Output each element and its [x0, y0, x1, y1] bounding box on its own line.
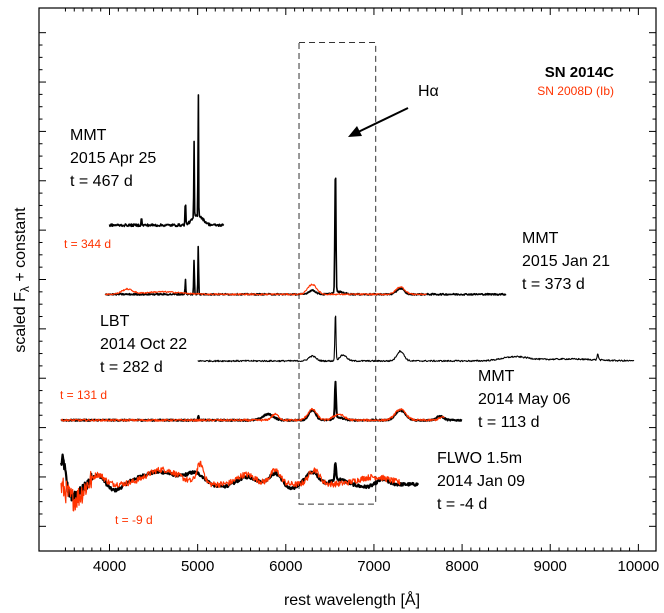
- halpha-highlight-box: [298, 42, 377, 505]
- y-axis-label-sub: λ: [18, 286, 32, 292]
- label-lbt-line3: t = 282 d: [100, 359, 163, 376]
- label-flwo-line3: t = -4 d: [437, 496, 487, 513]
- spectrum-line-3: [60, 407, 445, 422]
- x-tick-label: 9000: [534, 558, 567, 575]
- legend-sn2014c: SN 2014C: [545, 64, 614, 81]
- spectrum-line-4: [197, 315, 635, 363]
- label-flwo-line1: FLWO 1.5m: [437, 450, 522, 467]
- x-tick-label: 5000: [181, 558, 214, 575]
- spectrum-line-7: [108, 94, 225, 228]
- label-red-t131: t = 131 d: [60, 388, 107, 402]
- halpha-arrow-head: [348, 126, 362, 137]
- label-mmt-apr-line3: t = 467 d: [70, 173, 133, 190]
- x-tick-label: 7000: [357, 558, 390, 575]
- spectrum-line-5: [104, 177, 507, 296]
- x-tick-label: 4000: [93, 558, 126, 575]
- label-mmt-jan-line1: MMT: [522, 230, 559, 247]
- y-axis-label: scaled Fλ + constant: [12, 207, 32, 353]
- y-axis-label-main: scaled F: [12, 292, 29, 353]
- spectrum-line-6: [104, 283, 427, 296]
- halpha-arrow-line: [353, 107, 409, 135]
- label-mmt-jan-line2: 2015 Jan 21: [522, 253, 610, 270]
- spectra-series: [59, 94, 635, 512]
- label-red-t344: t = 344 d: [64, 237, 111, 251]
- x-tick-label: 6000: [269, 558, 302, 575]
- label-mmt-may-line2: 2014 May 06: [478, 391, 571, 408]
- label-mmt-may-line3: t = 113 d: [478, 414, 540, 431]
- label-mmt-may-line1: MMT: [478, 368, 515, 385]
- x-tick-label: 10000: [618, 558, 660, 575]
- axis-ticks: [39, 8, 656, 551]
- spectrum-line-1: [60, 460, 401, 512]
- label-red-t-9: t = -9 d: [115, 513, 153, 527]
- legend-sn2008d: SN 2008D (Ib): [537, 84, 614, 98]
- label-flwo: FLWO 1.5m 2014 Jan 09 t = -4 d: [437, 450, 525, 513]
- label-lbt-line2: 2014 Oct 22: [100, 336, 187, 353]
- halpha-annotation: Hα: [418, 83, 439, 100]
- label-mmt-may: MMT 2014 May 06 t = 113 d: [478, 368, 571, 431]
- spectrum-line-2: [60, 380, 463, 422]
- x-tick-labels: 4000 5000 6000 7000 8000 9000 10000: [93, 558, 659, 575]
- label-mmt-apr-line1: MMT: [70, 127, 107, 144]
- label-mmt-jan: MMT 2015 Jan 21 t = 373 d: [522, 230, 610, 293]
- label-mmt-apr-line2: 2015 Apr 25: [70, 150, 156, 167]
- label-flwo-line2: 2014 Jan 09: [437, 473, 525, 490]
- y-axis-label-suffix: + constant: [12, 207, 29, 286]
- label-mmt-apr: MMT 2015 Apr 25 t = 467 d: [70, 127, 156, 190]
- label-lbt: LBT 2014 Oct 22 t = 282 d: [100, 313, 187, 376]
- x-axis-label: rest wavelength [Å]: [284, 590, 420, 609]
- label-mmt-jan-line3: t = 373 d: [522, 276, 585, 293]
- x-tick-label: 8000: [445, 558, 478, 575]
- label-lbt-line1: LBT: [100, 313, 130, 330]
